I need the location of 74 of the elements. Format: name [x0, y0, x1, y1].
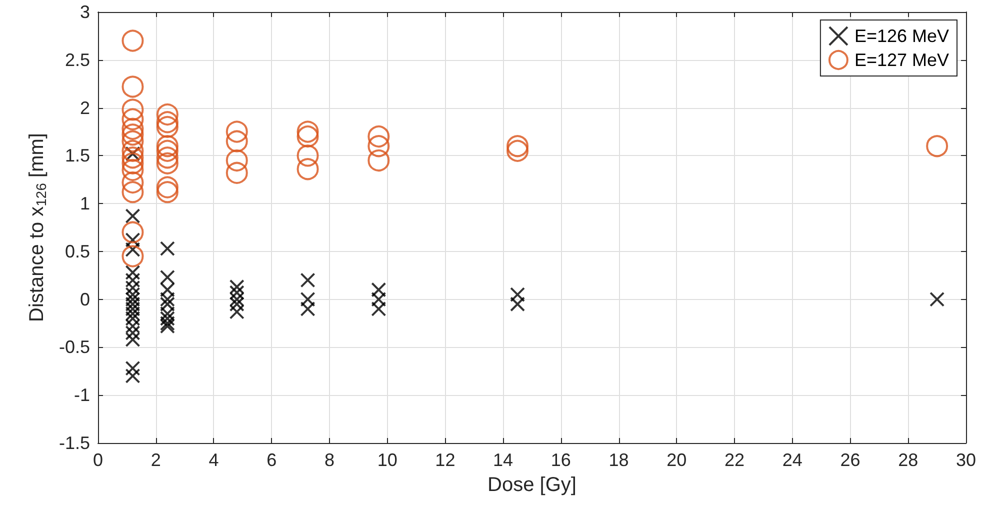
point: [122, 245, 144, 268]
point: [160, 241, 175, 256]
point: [300, 272, 316, 288]
point: [156, 116, 178, 138]
point: [122, 108, 144, 130]
x-axis-title: Dose [Gy]: [488, 474, 576, 496]
point: [125, 208, 140, 224]
point: [156, 103, 178, 126]
y-tick-label: 1.5: [64, 146, 90, 166]
point: [156, 152, 178, 174]
point: [506, 140, 529, 162]
x-tick-label: 8: [324, 450, 334, 470]
x-tick-label: 20: [666, 450, 687, 470]
point: [156, 176, 178, 198]
x-tick-label: 4: [208, 450, 219, 470]
point: [368, 149, 390, 172]
x-tick-label: 10: [377, 450, 398, 470]
point: [122, 181, 144, 204]
point: [296, 126, 319, 148]
legend-label: E=126 MeV: [854, 26, 949, 46]
point: [368, 135, 390, 158]
point: [296, 158, 319, 180]
x-tick-label: 18: [608, 450, 629, 470]
point: [122, 76, 144, 98]
point: [156, 140, 178, 162]
x-tick-label: 6: [266, 450, 277, 470]
point: [226, 149, 248, 172]
point: [226, 130, 248, 152]
point: [122, 98, 144, 121]
point: [122, 159, 144, 182]
legend-label: E=127 MeV: [854, 50, 949, 70]
point: [156, 181, 178, 204]
point: [368, 126, 390, 148]
point: [926, 135, 948, 158]
point: [156, 146, 178, 169]
point: [125, 360, 140, 376]
x-tick-label: 28: [898, 450, 918, 470]
y-tick-label: 1: [80, 194, 90, 214]
x-tick-label: 12: [435, 450, 456, 470]
point: [122, 124, 144, 146]
y-tick-label: 3: [80, 2, 90, 22]
y-tick-label: 0: [80, 289, 90, 310]
x-tick-label: 30: [956, 450, 976, 470]
y-tick-label: 0.5: [64, 241, 90, 262]
y-tick-label: -1: [74, 385, 90, 406]
point: [122, 140, 144, 162]
point: [122, 118, 144, 140]
point: [122, 30, 144, 52]
point: [122, 130, 144, 152]
point: [122, 152, 144, 174]
x-tick-label: 24: [782, 450, 802, 470]
x-tick-label: 26: [840, 450, 860, 470]
y-tick-label: 2.5: [64, 50, 90, 70]
point: [296, 120, 319, 143]
y-tick-label: -1.5: [58, 433, 90, 453]
point: [156, 111, 178, 134]
point: [506, 135, 529, 158]
point: [122, 146, 144, 169]
x-tick-label: 16: [550, 450, 571, 470]
point: [930, 292, 945, 307]
point: [226, 162, 248, 184]
y-tick-label: -0.5: [58, 337, 90, 358]
x-tick-label: 2: [150, 450, 161, 470]
y-tick-label: 2: [80, 98, 90, 118]
point: [296, 144, 319, 167]
x-tick-label: 22: [724, 450, 745, 470]
point: [125, 368, 140, 384]
point: [122, 221, 144, 244]
point: [226, 120, 248, 143]
x-tick-label: 14: [493, 450, 514, 470]
point: [122, 171, 144, 194]
point: [156, 135, 178, 158]
x-tick-label: 0: [92, 450, 104, 470]
y-axis-title: Distance to x126 [mm]: [26, 133, 50, 322]
